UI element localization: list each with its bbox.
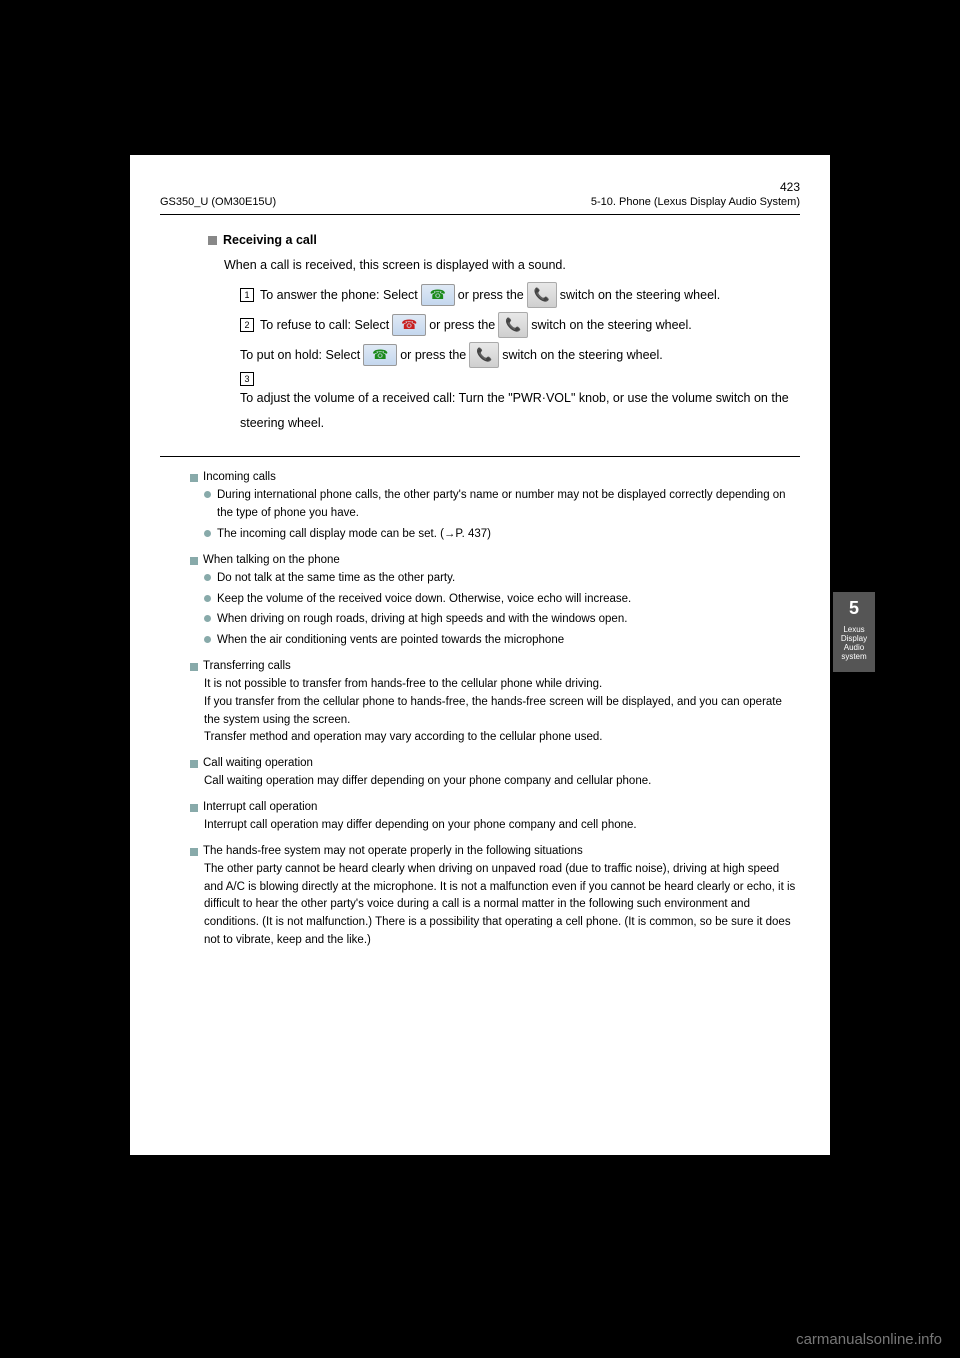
note-talking: When talking on the phone Do not talk at… — [190, 554, 800, 650]
bullet-dot-icon — [204, 491, 211, 498]
step-number-icon: 3 — [240, 372, 254, 386]
step-text: or press the — [458, 283, 524, 308]
step-3: 3 To adjust the volume of a received cal… — [240, 372, 800, 436]
chapter-tab: 5 Lexus Display Audio system — [833, 592, 875, 672]
square-bullet-icon — [190, 474, 198, 482]
step-text: To put on hold: Select — [240, 343, 360, 368]
header-left: GS350_U (OM30E15U) — [160, 196, 276, 208]
section-heading: Receiving a call — [208, 233, 800, 247]
note-incoming-calls: Incoming calls During international phon… — [190, 471, 800, 543]
steering-switch-icon: 📞 — [527, 282, 557, 308]
bullet-dot-icon — [204, 574, 211, 581]
note-heading: The hands-free system may not operate pr… — [190, 845, 800, 857]
note-bullet: The incoming call display mode can be se… — [204, 526, 800, 544]
note-title: Call waiting operation — [203, 757, 313, 769]
note-paragraph: Call waiting operation may differ depend… — [204, 773, 800, 791]
bullet-text: Keep the volume of the received voice do… — [217, 591, 631, 609]
bullet-text: During international phone calls, the ot… — [217, 487, 800, 523]
intro-text: When a call is received, this screen is … — [224, 255, 800, 276]
square-bullet-icon — [190, 760, 198, 768]
step-text: To refuse to call: Select — [260, 313, 389, 338]
step-number-icon: 1 — [240, 288, 254, 302]
note-call-waiting: Call waiting operation Call waiting oper… — [190, 757, 800, 791]
header-right: 5-10. Phone (Lexus Display Audio System) — [591, 196, 800, 208]
bullet-text: The incoming call display mode can be se… — [217, 526, 491, 544]
note-bullet: When the air conditioning vents are poin… — [204, 632, 800, 650]
hold-button-icon: ☎ — [363, 344, 397, 366]
note-bullet: Keep the volume of the received voice do… — [204, 591, 800, 609]
steering-switch-icon: 📞 — [498, 312, 528, 338]
note-title: Incoming calls — [203, 471, 276, 483]
square-bullet-icon — [190, 848, 198, 856]
note-handsfree-issues: The hands-free system may not operate pr… — [190, 845, 800, 950]
note-title: Interrupt call operation — [203, 801, 317, 813]
manual-page: 423 GS350_U (OM30E15U) 5-10. Phone (Lexu… — [130, 155, 830, 1155]
step-text: switch on the steering wheel. — [502, 343, 663, 368]
step-text: or press the — [400, 343, 466, 368]
watermark-text: carmanualsonline.info — [796, 1331, 942, 1348]
chapter-label: Lexus Display Audio system — [837, 625, 871, 661]
note-heading: Incoming calls — [190, 471, 800, 483]
bullet-text: When the air conditioning vents are poin… — [217, 632, 564, 650]
bullet-text: Do not talk at the same time as the othe… — [217, 570, 455, 588]
chapter-number: 5 — [837, 598, 871, 619]
square-bullet-icon — [190, 663, 198, 671]
step-text: switch on the steering wheel. — [560, 283, 721, 308]
note-paragraph: It is not possible to transfer from hand… — [204, 676, 800, 747]
refuse-button-icon: ☎ — [392, 314, 426, 336]
step-text: To answer the phone: Select — [260, 283, 418, 308]
section-divider — [160, 456, 800, 457]
bullet-text: When driving on rough roads, driving at … — [217, 611, 627, 629]
square-bullet-icon — [190, 804, 198, 812]
note-heading: Interrupt call operation — [190, 801, 800, 813]
note-bullet: Do not talk at the same time as the othe… — [204, 570, 800, 588]
step-number-icon: 2 — [240, 318, 254, 332]
note-title: Transferring calls — [203, 660, 291, 672]
note-heading: Transferring calls — [190, 660, 800, 672]
answer-button-icon: ☎ — [421, 284, 455, 306]
square-bullet-icon — [190, 557, 198, 565]
step-text: To adjust the volume of a received call:… — [240, 386, 800, 436]
page-number: 423 — [160, 180, 800, 194]
step-text: or press the — [429, 313, 495, 338]
note-heading: When talking on the phone — [190, 554, 800, 566]
note-transferring: Transferring calls It is not possible to… — [190, 660, 800, 747]
step-4: To put on hold: Select ☎ or press the 📞 … — [240, 342, 800, 368]
bullet-dot-icon — [204, 615, 211, 622]
bullet-dot-icon — [204, 595, 211, 602]
step-text: switch on the steering wheel. — [531, 313, 692, 338]
square-bullet-icon — [208, 236, 217, 245]
page-header: GS350_U (OM30E15U) 5-10. Phone (Lexus Di… — [160, 196, 800, 208]
bullet-dot-icon — [204, 636, 211, 643]
note-heading: Call waiting operation — [190, 757, 800, 769]
section-title: Receiving a call — [223, 233, 317, 247]
step-2: 2 To refuse to call: Select ☎ or press t… — [240, 312, 800, 338]
bullet-dot-icon — [204, 530, 211, 537]
receiving-call-section: Receiving a call When a call is received… — [208, 233, 800, 436]
step-1: 1 To answer the phone: Select ☎ or press… — [240, 282, 800, 308]
note-title: The hands-free system may not operate pr… — [203, 845, 583, 857]
header-divider — [160, 214, 800, 215]
note-bullet: When driving on rough roads, driving at … — [204, 611, 800, 629]
note-paragraph: Interrupt call operation may differ depe… — [204, 817, 800, 835]
steering-switch-icon: 📞 — [469, 342, 499, 368]
note-paragraph: The other party cannot be heard clearly … — [204, 861, 800, 950]
note-title: When talking on the phone — [203, 554, 340, 566]
note-interrupt: Interrupt call operation Interrupt call … — [190, 801, 800, 835]
note-bullet: During international phone calls, the ot… — [204, 487, 800, 523]
